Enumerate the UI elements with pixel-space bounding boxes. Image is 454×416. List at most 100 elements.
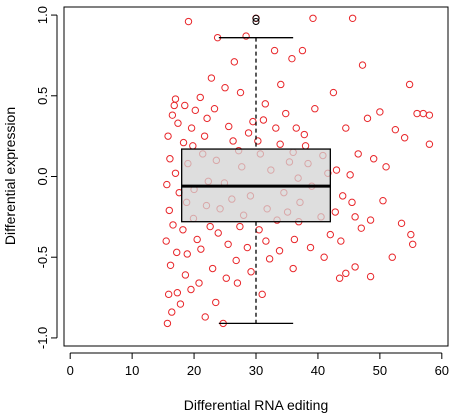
data-point [171, 95, 180, 103]
data-point [179, 138, 188, 147]
data-point [348, 14, 357, 22]
data-point [165, 206, 173, 215]
data-point [354, 150, 362, 158]
data-point [229, 137, 237, 145]
data-point [309, 14, 317, 22]
x-tick-label: 60 [435, 363, 449, 378]
x-axis-title: Differential RNA editing [184, 397, 328, 413]
data-point [366, 272, 375, 281]
x-tick-label: 40 [311, 363, 325, 378]
data-point [162, 237, 170, 245]
data-point [425, 140, 434, 148]
data-point [400, 134, 409, 142]
data-point [232, 256, 240, 265]
data-point [258, 290, 266, 299]
data-point [298, 46, 307, 55]
x-tick-label: 10 [125, 363, 139, 378]
data-point [289, 264, 297, 273]
data-point [342, 269, 350, 278]
y-tick-label: -0.5 [35, 246, 50, 268]
y-axis: -1.0 -0.5 0.0 0.5 1.0 [35, 6, 58, 349]
data-point [262, 237, 270, 245]
data-point [306, 243, 315, 252]
data-point [272, 124, 280, 132]
x-tick-label: 20 [187, 363, 201, 378]
data-point [225, 122, 233, 131]
data-point [197, 245, 205, 253]
data-point [419, 109, 427, 118]
data-point [242, 32, 250, 40]
data-point [169, 221, 177, 229]
data-point [320, 253, 328, 261]
data-point [288, 54, 296, 63]
data-point [203, 114, 211, 123]
data-point [230, 58, 239, 66]
data-point [173, 248, 181, 257]
data-point [369, 155, 378, 163]
data-point [244, 129, 253, 137]
boxplot [181, 14, 331, 325]
data-point [290, 235, 299, 244]
data-point [200, 132, 209, 140]
data-point [301, 142, 310, 150]
data-point [187, 124, 196, 132]
data-point [351, 213, 359, 221]
data-point [270, 46, 279, 55]
data-point [261, 100, 269, 108]
plot-frame [63, 6, 449, 347]
data-point [212, 298, 220, 307]
data-point [179, 226, 187, 234]
data-point [189, 142, 197, 150]
data-point [379, 197, 387, 205]
data-point [413, 109, 421, 118]
data-point [170, 101, 178, 110]
data-point [346, 171, 354, 179]
data-point [259, 116, 268, 124]
data-point [176, 300, 185, 308]
data-point [329, 88, 338, 97]
data-point [337, 237, 345, 245]
data-point [163, 180, 171, 189]
data-point [255, 226, 263, 234]
data-point [166, 155, 174, 163]
data-point [164, 290, 173, 299]
x-axis: 0 10 20 30 40 50 60 [67, 352, 449, 378]
data-point [358, 61, 367, 69]
data-point [376, 108, 384, 116]
data-point [166, 261, 175, 269]
data-point [236, 88, 245, 97]
data-point [292, 124, 300, 132]
data-point [174, 119, 182, 127]
data-point [207, 74, 216, 82]
data-point [236, 222, 244, 231]
data-point [181, 101, 189, 110]
data-point [366, 216, 375, 224]
data-point [326, 230, 335, 239]
data-point [247, 268, 255, 276]
data-point [408, 240, 417, 249]
data-point [164, 132, 172, 140]
y-tick-label: 0.5 [35, 87, 50, 105]
data-point [210, 105, 219, 113]
data-point [193, 235, 201, 244]
data-point [196, 93, 204, 102]
data-point [300, 130, 309, 139]
data-point [183, 250, 191, 258]
data-point [171, 169, 180, 177]
data-point [254, 137, 262, 145]
x-tick-label: 30 [249, 363, 263, 378]
data-point [335, 274, 344, 282]
data-point [277, 80, 285, 89]
data-point [181, 271, 190, 279]
data-point [405, 80, 414, 89]
data-point [275, 247, 284, 255]
data-point [187, 285, 195, 294]
data-point [348, 198, 356, 207]
data-point [357, 224, 365, 232]
data-point [391, 125, 400, 134]
x-tick-label: 0 [67, 363, 74, 378]
data-point [276, 140, 284, 148]
outlier-point [252, 14, 260, 22]
data-point [282, 109, 290, 118]
